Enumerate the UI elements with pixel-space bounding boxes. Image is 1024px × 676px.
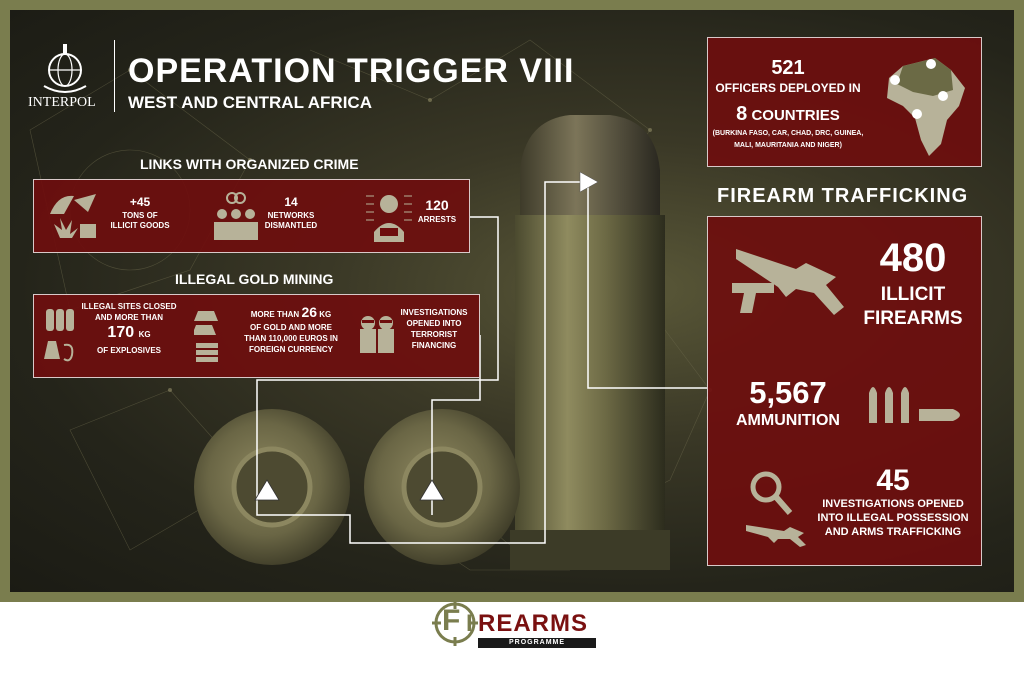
- gold-mining-panel: ILLEGAL SITES CLOSED AND MORE THAN 170 K…: [33, 294, 480, 378]
- networks-line-1: NETWORKS: [267, 211, 315, 220]
- gold-line-3: THAN 110,000 EUROS IN: [244, 334, 338, 343]
- interpol-globe-icon: [43, 44, 87, 93]
- firearms-label-1: ILLICIT: [880, 284, 946, 305]
- goods-line-2: ILLICIT GOODS: [110, 221, 170, 230]
- countries-list-line-1: (BURKINA FASO, CAR, CHAD, DRC, GUINEA,: [712, 130, 864, 137]
- programme-label: PROGRAMME: [478, 638, 596, 648]
- gold-line-4: FOREIGN CURRENCY: [248, 345, 333, 354]
- rifle-and-pistol-icon: [732, 249, 844, 315]
- firearms-programme-logo: F I REARMS PROGRAMME: [432, 598, 602, 658]
- tf-line-1: INVESTIGATIONS: [400, 308, 468, 317]
- tf-line-2: OPENED INTO: [406, 319, 462, 328]
- officers-count: 521: [771, 57, 805, 79]
- logo-rest: REARMS: [478, 610, 589, 637]
- explosives-value: 170: [107, 324, 135, 341]
- trafficking-heading: FIREARM TRAFFICKING: [717, 185, 969, 207]
- countries-list-line-2: MALI, MAURITANIA AND NIGER): [734, 142, 842, 149]
- page-title: OPERATION TRIGGER VIII: [128, 52, 575, 90]
- sites-value-line: 170 KG: [74, 324, 184, 342]
- bullets-icon: [869, 387, 960, 423]
- terrorist-financing-icon: [360, 316, 394, 353]
- sites-line-1: ILLEGAL SITES CLOSED: [81, 302, 177, 311]
- cannabis-goods-icon: [50, 194, 96, 238]
- ammunition-count: 5,567: [749, 375, 827, 410]
- organized-crime-panel: +45 TONS OF ILLICIT GOODS 14 NETWORKS DI…: [33, 179, 470, 253]
- network-people-icon: [214, 192, 258, 240]
- tf-line-3: TERRORIST: [410, 330, 458, 339]
- ammunition-label-text: AMMUNITION: [736, 412, 840, 429]
- investigations-line-3: AND ARMS TRAFFICKING: [824, 526, 962, 538]
- logo-letter-i: I: [466, 610, 473, 637]
- ammunition-label: AMMUNITION: [718, 412, 858, 430]
- tf-line-4: FINANCING: [411, 341, 457, 350]
- gold-mining-heading: ILLEGAL GOLD MINING: [175, 271, 334, 287]
- interpol-logo-text: INTERPOL: [28, 95, 96, 110]
- officers-label: OFFICERS DEPLOYED IN: [715, 81, 861, 95]
- networks-value: 14: [284, 195, 298, 209]
- firearms-label-2: FIREARMS: [863, 308, 963, 329]
- countries-count: 8: [736, 103, 748, 125]
- crosshair-icon: [432, 600, 478, 646]
- gold-pre: MORE THAN: [250, 310, 300, 319]
- officers-panel: 521 OFFICERS DEPLOYED IN 8 COUNTRIES (BU…: [707, 37, 982, 167]
- gold-line-1: MORE THAN 26 KG: [226, 305, 356, 320]
- countries-line: 8 COUNTRIES: [708, 104, 868, 125]
- infographic-poster: INTERPOL OPERATION TRIGGER VIII WEST AND…: [10, 10, 1014, 592]
- sites-line-4: OF EXPLOSIVES: [96, 346, 161, 355]
- goods-value: +45: [129, 195, 151, 209]
- firearms-count: 480: [879, 236, 947, 280]
- networks-line-2: DISMANTLED: [264, 221, 318, 230]
- investigations-count: 45: [876, 464, 910, 497]
- gold-unit: KG: [319, 310, 332, 319]
- explosives-icon: [44, 309, 74, 362]
- header-divider: [114, 40, 115, 112]
- background-graphics: [29, 39, 712, 571]
- goods-line-1: TONS OF: [122, 211, 158, 220]
- africa-map-icon: [887, 58, 965, 156]
- investigations-line-1: INVESTIGATIONS OPENED: [822, 498, 964, 510]
- countries-word: COUNTRIES: [751, 107, 840, 124]
- trafficking-panel: 480 ILLICIT FIREARMS 5,567 AMMUNITION 45…: [707, 216, 982, 566]
- arrests-label: ARRESTS: [417, 215, 457, 224]
- magnifier-rifle-icon: [746, 471, 806, 547]
- page-subtitle: WEST AND CENTRAL AFRICA: [128, 93, 372, 112]
- organized-crime-heading: LINKS WITH ORGANIZED CRIME: [140, 156, 359, 172]
- arrests-value: 120: [425, 197, 449, 213]
- mugshot-icon: [366, 195, 412, 242]
- logo-letter-f: F: [442, 604, 461, 637]
- sites-line-2: AND MORE THAN: [95, 313, 163, 322]
- gold-value: 26: [301, 304, 318, 320]
- explosives-unit: KG: [138, 330, 151, 339]
- gold-money-icon: [194, 311, 218, 362]
- gold-line-2: OF GOLD AND MORE: [250, 323, 332, 332]
- investigations-line-2: INTO ILLEGAL POSSESSION: [817, 512, 969, 524]
